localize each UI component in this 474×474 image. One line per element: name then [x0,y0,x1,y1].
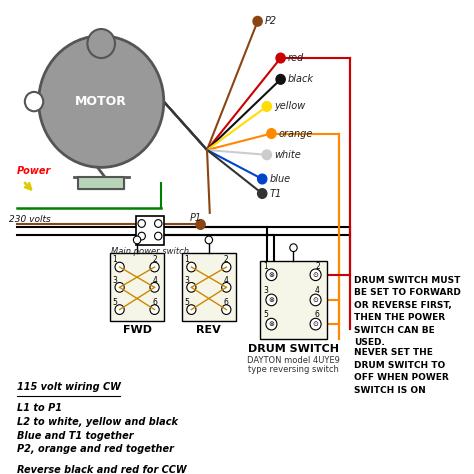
Text: ⊗: ⊗ [268,272,274,278]
Circle shape [115,283,124,292]
Text: 3: 3 [184,275,189,284]
Text: Blue and T1 together: Blue and T1 together [17,430,133,440]
Text: ⊙: ⊙ [313,321,319,327]
Circle shape [133,236,141,244]
Text: 4: 4 [224,275,229,284]
Text: type reversing switch: type reversing switch [248,365,339,374]
Text: 1: 1 [113,255,118,264]
Text: 2: 2 [152,255,157,264]
Circle shape [266,319,277,330]
Text: 1: 1 [264,262,268,271]
Text: white: white [274,150,301,160]
Circle shape [310,294,321,306]
Text: DRUM SWITCH: DRUM SWITCH [248,344,339,354]
Circle shape [205,236,212,244]
Text: Main power switch: Main power switch [111,247,189,256]
Bar [182,254,236,321]
Circle shape [115,262,124,272]
Text: P1: P1 [190,213,201,223]
Circle shape [155,219,162,228]
Text: ⊙: ⊙ [313,297,319,303]
Text: T1: T1 [270,189,282,199]
Text: NEVER SET THE
DRUM SWITCH TO
OFF WHEN POWER
SWITCH IS ON: NEVER SET THE DRUM SWITCH TO OFF WHEN PO… [354,348,449,395]
Text: red: red [288,53,304,63]
Text: ⊗: ⊗ [268,297,274,303]
Text: 3: 3 [112,275,118,284]
Circle shape [150,305,159,314]
Text: black: black [288,74,314,84]
Circle shape [222,305,231,314]
Circle shape [187,262,196,272]
Bar [136,216,164,245]
Text: FWD: FWD [123,325,152,335]
Text: P2: P2 [265,16,277,26]
Text: 1: 1 [184,255,189,264]
Circle shape [290,244,297,252]
Text: ⊙: ⊙ [313,272,319,278]
Circle shape [262,101,272,111]
Circle shape [25,92,43,111]
Text: 5: 5 [184,298,189,307]
Text: 230 volts: 230 volts [9,215,51,224]
Text: DAYTON model 4UYE9: DAYTON model 4UYE9 [247,356,340,365]
Text: 2: 2 [315,262,320,271]
Circle shape [222,262,231,272]
Circle shape [267,128,276,138]
Bar [110,254,164,321]
Circle shape [253,17,262,26]
Circle shape [187,283,196,292]
Text: blue: blue [270,174,291,184]
Circle shape [150,262,159,272]
Text: 4: 4 [152,275,157,284]
Circle shape [196,219,205,229]
Text: L2 to white, yellow and black: L2 to white, yellow and black [17,417,178,427]
Circle shape [266,269,277,281]
Text: yellow: yellow [274,101,305,111]
Text: 5: 5 [264,310,268,319]
Text: 3: 3 [264,286,268,295]
Text: ⊗: ⊗ [268,321,274,327]
Text: REV: REV [197,325,221,335]
Circle shape [262,150,272,160]
Circle shape [87,29,115,58]
Circle shape [187,305,196,314]
Text: 4: 4 [315,286,320,295]
Circle shape [222,283,231,292]
Text: 6: 6 [315,310,320,319]
Text: MOTOR: MOTOR [75,95,127,108]
Circle shape [155,232,162,240]
Circle shape [310,269,321,281]
Text: Power: Power [17,166,51,176]
Circle shape [138,219,146,228]
Text: Reverse black and red for CCW: Reverse black and red for CCW [17,465,186,474]
Text: DRUM SWITCH MUST
BE SET TO FORWARD
OR REVERSE FIRST,
THEN THE POWER
SWITCH CAN B: DRUM SWITCH MUST BE SET TO FORWARD OR RE… [354,276,461,347]
Text: 2: 2 [224,255,229,264]
Circle shape [276,53,285,63]
Circle shape [115,305,124,314]
Circle shape [138,232,146,240]
Text: 6: 6 [152,298,157,307]
Text: 6: 6 [224,298,229,307]
Bar [260,261,327,338]
Text: L1 to P1: L1 to P1 [17,403,62,413]
Circle shape [257,174,267,184]
Text: orange: orange [279,128,313,138]
Circle shape [310,319,321,330]
Text: 115 volt wiring CW: 115 volt wiring CW [17,382,120,392]
Circle shape [150,283,159,292]
Text: P2, orange and red together: P2, orange and red together [17,444,173,454]
Circle shape [276,74,285,84]
Circle shape [39,36,164,167]
Circle shape [257,189,267,198]
Circle shape [266,294,277,306]
Text: 5: 5 [112,298,118,307]
